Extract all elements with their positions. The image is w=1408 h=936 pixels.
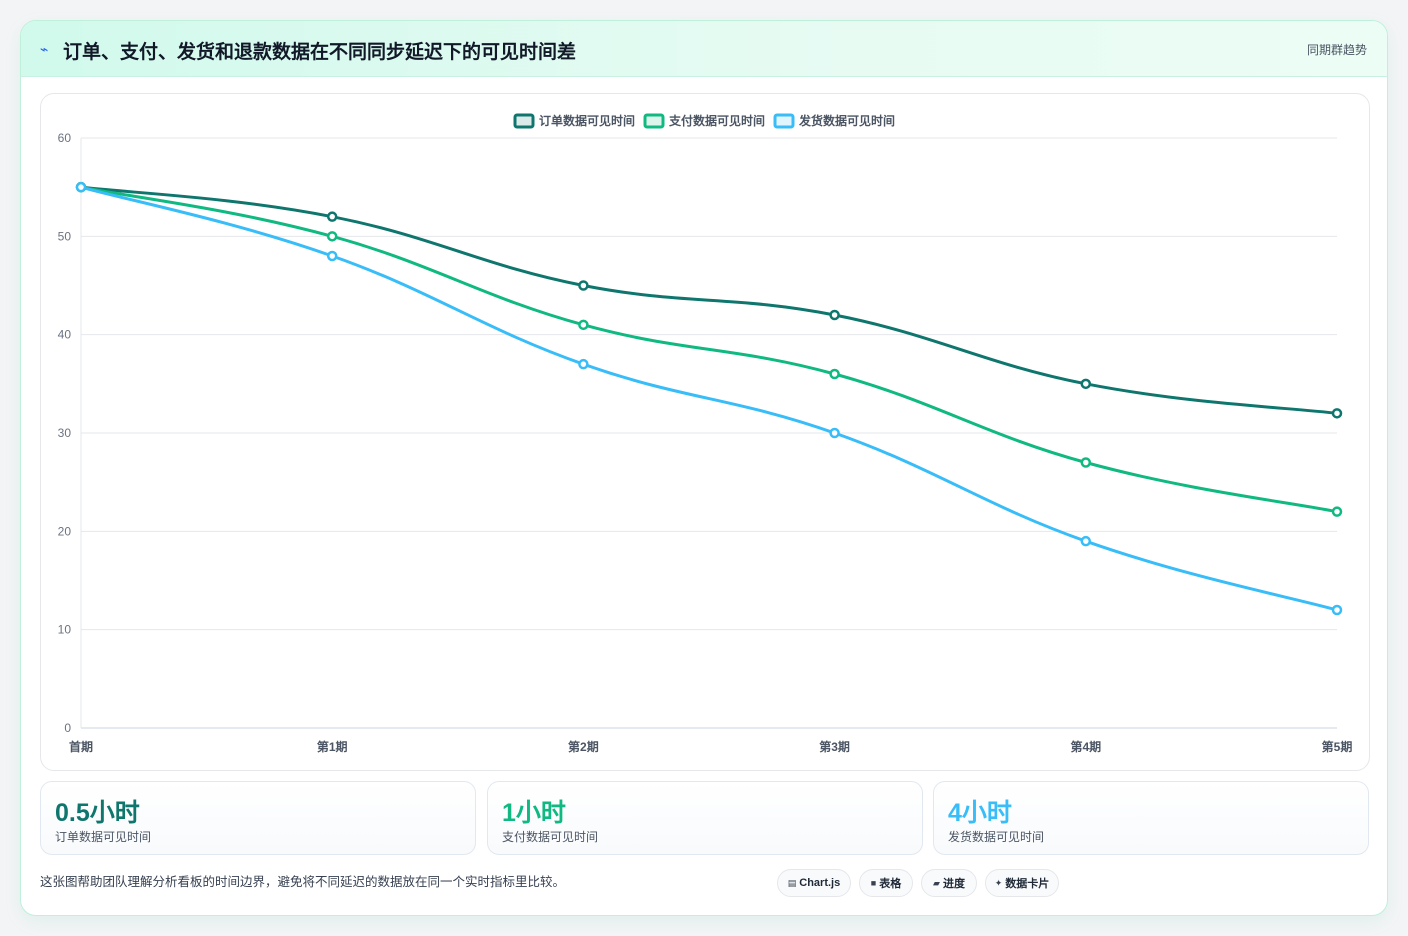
card-title: 订单、支付、发货和退款数据在不同同步延迟下的可见时间差 <box>63 42 577 63</box>
legend-label: 发货数据可见时间 <box>798 113 895 128</box>
x-tick-label: 第4期 <box>1070 739 1101 754</box>
data-point <box>578 319 589 331</box>
stat-label: 订单数据可见时间 <box>55 830 152 844</box>
legend-swatch <box>773 113 795 129</box>
y-tick-label: 60 <box>58 131 72 145</box>
stat-value: 0.5小时 <box>55 799 140 827</box>
chart-card: ⌁ 订单、支付、发货和退款数据在不同同步延迟下的可见时间差 同期群趋势 0 10 2… <box>20 20 1388 916</box>
stat-label: 发货数据可见时间 <box>948 830 1045 844</box>
lightning-icon: ⌁ <box>40 41 49 57</box>
data-point <box>578 358 589 370</box>
x-tick-label: 第2期 <box>568 739 599 754</box>
data-point <box>829 427 840 439</box>
header-tag: 同期群趋势 <box>1306 43 1367 57</box>
data-point <box>1331 604 1343 616</box>
chart-panel: 0 10 20 30 40 50 60 首期 第1期 第2期 第3期 第4期 第5期 订单数据可见时间 支付… <box>40 93 1370 771</box>
chip-progress[interactable]: ▰ 进度 <box>921 869 977 897</box>
series-line <box>80 185 1338 514</box>
x-tick-label: 第1期 <box>317 739 348 754</box>
footnote: 这张图帮助团队理解分析看板的时间边界，避免将不同延迟的数据放在同一个实时指标里比… <box>40 875 566 889</box>
y-tick-label: 10 <box>58 623 72 637</box>
y-tick-label: 50 <box>58 229 72 243</box>
series-line <box>80 185 1338 612</box>
y-tick-label: 0 <box>64 721 71 735</box>
data-point <box>1080 535 1092 547</box>
y-tick-label: 20 <box>58 524 72 538</box>
data-point <box>1331 506 1343 517</box>
legend-label: 支付数据可见时间 <box>668 113 765 128</box>
chip-label: Chart.js <box>799 877 841 889</box>
data-point <box>326 211 338 222</box>
stat-value: 1小时 <box>502 799 566 827</box>
x-tick-label: 第5期 <box>1322 739 1353 754</box>
table-icon: ■ <box>870 878 877 888</box>
data-point <box>75 181 87 193</box>
legend-swatch <box>643 113 665 129</box>
data-point <box>1331 408 1343 419</box>
data-point <box>326 231 338 242</box>
stat-label: 支付数据可见时间 <box>502 830 599 844</box>
stat-card-order: 0.5小时 订单数据可见时间 <box>40 781 476 855</box>
y-tick-label: 30 <box>58 426 72 440</box>
stat-card-shipping: 4小时 发货数据可见时间 <box>933 781 1369 855</box>
chip-label: 表格 <box>879 878 902 890</box>
data-point <box>829 368 840 380</box>
chip-label: 数据卡片 <box>1005 878 1050 890</box>
data-point <box>1080 457 1092 468</box>
stat-value: 4小时 <box>948 799 1012 827</box>
chip-chartjs[interactable]: ▤ Chart.js <box>777 869 851 897</box>
legend-label: 订单数据可见时间 <box>539 113 635 128</box>
x-tick-label: 第3期 <box>819 739 850 754</box>
sparkle-icon: ✦ <box>994 877 1003 888</box>
x-tick-label: 首期 <box>69 739 93 754</box>
data-point <box>1080 378 1092 390</box>
legend-swatch <box>513 113 535 129</box>
stat-cards: 0.5小时 订单数据可见时间 1小时 支付数据可见时间 4小时 发货数据可见时间 <box>40 781 1370 855</box>
data-point <box>578 280 589 291</box>
chip-data-card[interactable]: ✦ 数据卡片 <box>985 869 1059 897</box>
stat-card-payment: 1小时 支付数据可见时间 <box>487 781 923 855</box>
chip-table[interactable]: ■ 表格 <box>859 869 913 897</box>
chip-label: 进度 <box>942 878 965 890</box>
card-header: ⌁ 订单、支付、发货和退款数据在不同同步延迟下的可见时间差 同期群趋势 <box>21 21 1387 77</box>
data-point <box>326 250 338 262</box>
chart-icon: ▤ <box>787 877 797 888</box>
series-line <box>80 185 1338 415</box>
line-chart: 0 10 20 30 40 50 60 首期 第1期 第2期 第3期 第4期 第5期 订单数据可见时间 支付… <box>58 113 1353 754</box>
progress-icon: ▰ <box>933 877 940 888</box>
data-point <box>829 309 840 321</box>
y-tick-label: 40 <box>58 328 72 342</box>
